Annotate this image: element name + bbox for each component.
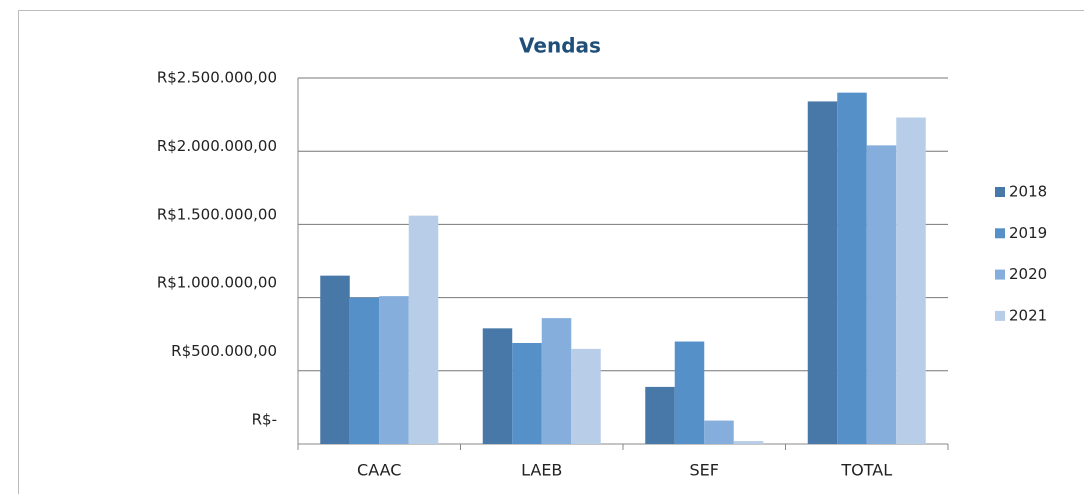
legend-label: 2019: [1009, 224, 1047, 242]
bar: [807, 101, 838, 444]
bar: [482, 328, 513, 444]
legend-swatch: [995, 310, 1005, 321]
y-tick-label: R$1.500.000,00: [157, 205, 277, 223]
bar: [645, 386, 675, 444]
legend-swatch: [995, 269, 1005, 280]
bar: [704, 420, 734, 444]
bar: [541, 318, 572, 444]
legend-swatch: [995, 187, 1005, 197]
legend-swatch: [995, 228, 1005, 239]
x-tick-label: CAAC: [357, 461, 401, 480]
bar: [733, 441, 764, 444]
legend-label: 2021: [1009, 306, 1047, 324]
bar: [837, 92, 867, 444]
x-tick-label: SEF: [690, 461, 719, 480]
legend-label: 2018: [1009, 183, 1047, 201]
y-tick-label: R$1.000.000,00: [157, 274, 277, 292]
y-tick-label: R$2.500.000,00: [157, 69, 277, 87]
bar: [866, 145, 897, 444]
bar: [408, 215, 439, 444]
x-tick-label: LAEB: [521, 461, 562, 480]
bar: [512, 342, 542, 444]
chart-title: Vendas: [519, 34, 601, 58]
y-tick-label: R$2.000.000,00: [157, 137, 277, 155]
y-tick-label: R$500.000,00: [171, 342, 277, 360]
bar: [571, 348, 601, 444]
bar: [320, 275, 350, 444]
x-tick-label: TOTAL: [840, 461, 892, 480]
bar: [379, 296, 409, 444]
bar: [674, 341, 705, 444]
bar: [896, 117, 926, 444]
y-tick-label: R$-: [252, 411, 277, 429]
legend-label: 2020: [1009, 265, 1047, 283]
bar: [349, 297, 380, 444]
